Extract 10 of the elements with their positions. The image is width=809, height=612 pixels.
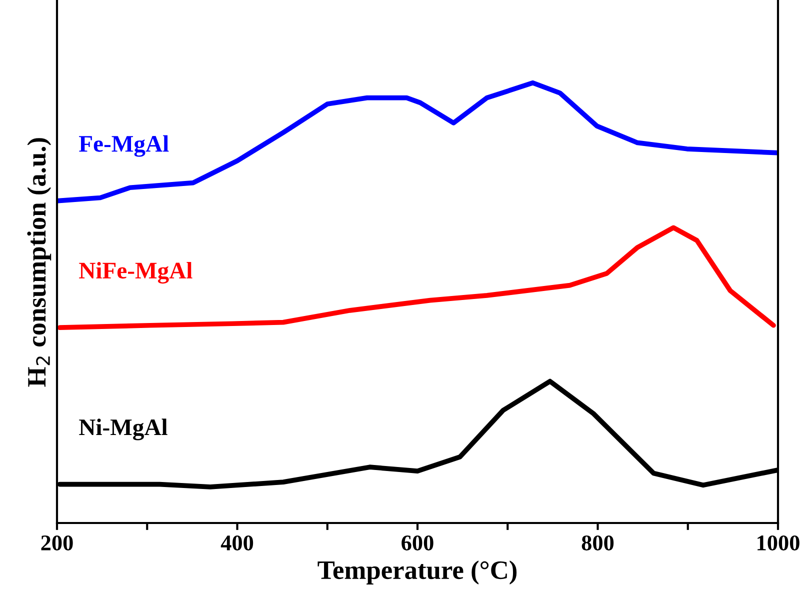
- series-label: NiFe-MgAl: [79, 262, 192, 284]
- x-axis-title: Temperature (°C): [318, 560, 517, 584]
- series-label: Ni-MgAl: [79, 418, 168, 440]
- x-tick-label: 400: [220, 535, 254, 550]
- x-tick-label: 600: [402, 535, 434, 550]
- y-axis-title: H$_{2}$ consumption (a.u.): [27, 138, 52, 387]
- x-tick-label: 200: [41, 535, 73, 550]
- x-tick-label: 800: [582, 535, 614, 550]
- x-tick-label: 1000: [758, 535, 800, 550]
- series-label: Fe-MgAl: [79, 135, 169, 157]
